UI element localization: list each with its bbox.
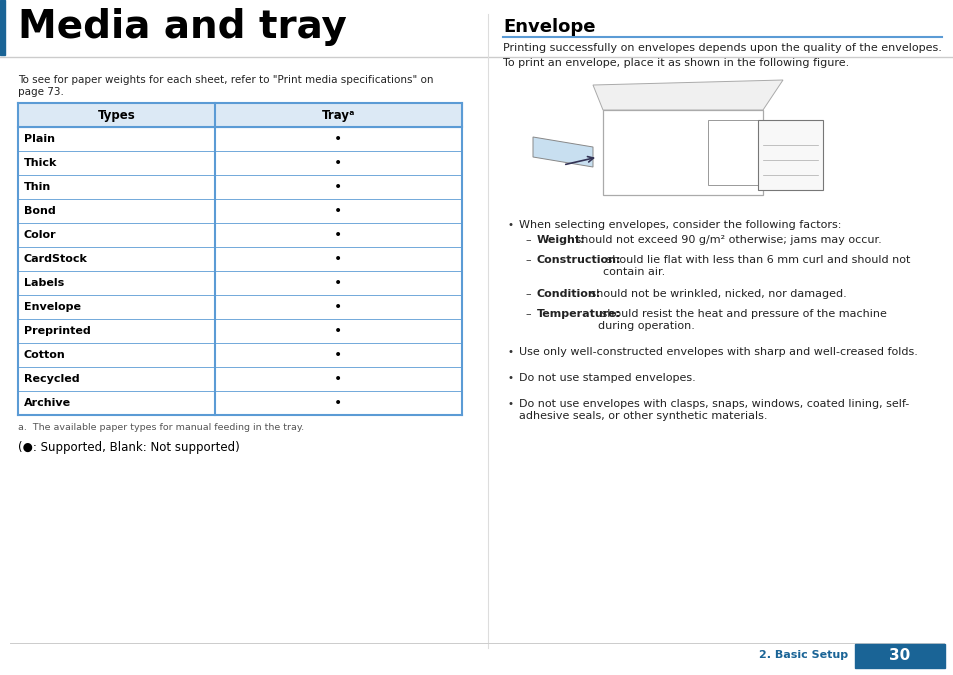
Text: Bond: Bond <box>24 206 55 216</box>
Text: •: • <box>334 348 342 362</box>
Text: –: – <box>524 309 530 319</box>
Bar <box>707 120 758 185</box>
Text: Envelope: Envelope <box>24 302 81 312</box>
Text: Use only well-constructed envelopes with sharp and well-creased folds.: Use only well-constructed envelopes with… <box>518 347 917 357</box>
Text: •: • <box>334 252 342 266</box>
Bar <box>854 644 944 668</box>
Text: a.  The available paper types for manual feeding in the tray.: a. The available paper types for manual … <box>18 423 304 432</box>
Text: should resist the heat and pressure of the machine
during operation.: should resist the heat and pressure of t… <box>597 309 885 331</box>
Text: should not be wrinkled, nicked, nor damaged.: should not be wrinkled, nicked, nor dama… <box>587 289 846 299</box>
Text: –: – <box>524 289 530 299</box>
Text: Color: Color <box>24 230 56 240</box>
Text: To print an envelope, place it as shown in the following figure.: To print an envelope, place it as shown … <box>502 58 848 68</box>
Text: 30: 30 <box>888 649 910 664</box>
Text: Cotton: Cotton <box>24 350 66 360</box>
Text: •: • <box>334 228 342 242</box>
Text: •: • <box>334 180 342 194</box>
Text: Do not use envelopes with clasps, snaps, windows, coated lining, self-
adhesive : Do not use envelopes with clasps, snaps,… <box>518 399 908 421</box>
Text: (●: Supported, Blank: Not supported): (●: Supported, Blank: Not supported) <box>18 441 239 454</box>
Text: Condition:: Condition: <box>537 289 600 299</box>
Text: –: – <box>524 235 530 245</box>
Text: •: • <box>334 276 342 290</box>
Text: •: • <box>507 220 514 230</box>
Text: •: • <box>334 372 342 386</box>
Text: •: • <box>334 156 342 170</box>
Text: Archive: Archive <box>24 398 71 408</box>
Text: Types: Types <box>97 109 135 121</box>
Text: 2. Basic Setup: 2. Basic Setup <box>758 650 847 660</box>
Text: •: • <box>507 347 514 357</box>
Text: –: – <box>524 255 530 265</box>
Text: Recycled: Recycled <box>24 374 79 384</box>
Text: Labels: Labels <box>24 278 64 288</box>
Text: should not exceed 90 g/m² otherwise; jams may occur.: should not exceed 90 g/m² otherwise; jam… <box>572 235 882 245</box>
Text: •: • <box>507 373 514 383</box>
Text: To see for paper weights for each sheet, refer to "Print media specifications" o: To see for paper weights for each sheet,… <box>18 75 433 97</box>
Polygon shape <box>593 80 782 110</box>
Text: Envelope: Envelope <box>502 18 595 36</box>
Text: •: • <box>334 300 342 314</box>
Bar <box>602 110 762 195</box>
Bar <box>0 0 5 55</box>
Bar <box>18 103 461 127</box>
Text: When selecting envelopes, consider the following factors:: When selecting envelopes, consider the f… <box>518 220 841 230</box>
Text: •: • <box>334 132 342 146</box>
Text: Printing successfully on envelopes depends upon the quality of the envelopes.: Printing successfully on envelopes depen… <box>502 43 941 53</box>
Text: CardStock: CardStock <box>24 254 88 264</box>
Text: Construction:: Construction: <box>537 255 620 265</box>
Text: Do not use stamped envelopes.: Do not use stamped envelopes. <box>518 373 695 383</box>
Polygon shape <box>533 137 593 167</box>
Text: •: • <box>334 204 342 218</box>
Text: •: • <box>334 396 342 410</box>
Text: Weight:: Weight: <box>537 235 585 245</box>
Text: Media and tray: Media and tray <box>18 8 347 46</box>
Text: Trayᵃ: Trayᵃ <box>321 109 355 121</box>
Bar <box>758 120 822 190</box>
Text: Preprinted: Preprinted <box>24 326 91 336</box>
Text: should lie flat with less than 6 mm curl and should not
contain air.: should lie flat with less than 6 mm curl… <box>602 255 909 277</box>
Text: Thin: Thin <box>24 182 51 192</box>
Text: •: • <box>507 399 514 409</box>
Text: Thick: Thick <box>24 158 57 168</box>
Text: Plain: Plain <box>24 134 55 144</box>
Text: Temperature:: Temperature: <box>537 309 620 319</box>
Text: •: • <box>334 324 342 338</box>
